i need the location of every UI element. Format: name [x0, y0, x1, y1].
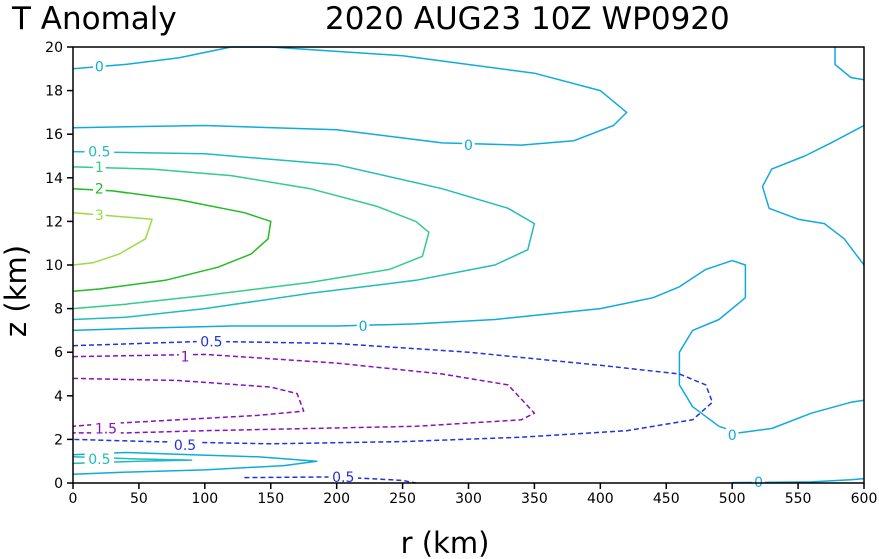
contour-label-6: 0	[356, 318, 370, 335]
y-axis-label: z (km)	[0, 245, 33, 337]
contour-line-8	[834, 47, 865, 81]
contour-label-12: 0.5	[328, 469, 359, 486]
contour-label-13: 0	[725, 427, 739, 444]
svg-text:0: 0	[728, 428, 737, 444]
y-tick-label: 20	[45, 40, 63, 56]
svg-text:0: 0	[95, 60, 104, 76]
chart-title-right: 2020 AUG23 10Z WP0920	[325, 1, 730, 37]
y-tick-label: 12	[45, 214, 63, 230]
x-tick-label: 150	[257, 491, 284, 507]
x-tick-label: 250	[389, 491, 416, 507]
contour-line-0	[72, 211, 153, 266]
svg-text:3: 3	[95, 208, 104, 224]
x-tick-label: 500	[719, 491, 746, 507]
contour-line-2	[72, 166, 430, 310]
contour-lines	[72, 46, 865, 484]
svg-text:0.5: 0.5	[332, 470, 354, 486]
svg-text:1.5: 1.5	[95, 422, 117, 438]
contour-label-7: 0.5	[196, 333, 227, 350]
y-tick-label: 6	[54, 345, 63, 361]
x-tick-label: 0	[69, 491, 78, 507]
svg-text:1: 1	[95, 160, 104, 176]
x-tick-label: 400	[587, 491, 614, 507]
svg-text:0.5: 0.5	[88, 145, 110, 161]
contour-line-1	[72, 187, 272, 292]
contour-line-10	[72, 456, 193, 465]
x-tick-label: 300	[455, 491, 482, 507]
x-tick-label: 600	[851, 491, 878, 507]
x-axis-label: r (km)	[401, 526, 490, 559]
y-tick-label: 16	[45, 127, 63, 143]
y-tick-label: 14	[45, 171, 63, 187]
contour-label-9: 1.5	[91, 420, 121, 438]
svg-text:1: 1	[181, 350, 190, 366]
svg-text:0.5: 0.5	[174, 438, 196, 454]
x-axis: 0 50 100 150 200 250 300 350 400 450 500 550 600	[69, 483, 878, 507]
contour-line-6	[72, 451, 318, 476]
x-tick-label: 550	[785, 491, 812, 507]
contour-line-11	[72, 340, 714, 445]
contour-line-13	[72, 353, 536, 434]
chart-title-left: T Anomaly	[11, 1, 177, 37]
contour-label-11: 0.5	[84, 451, 115, 468]
y-tick-label: 0	[54, 476, 63, 492]
contour-line-7	[761, 124, 865, 266]
contour-label-8: 1	[178, 348, 192, 366]
x-tick-label: 350	[521, 491, 548, 507]
contour-line-5	[72, 259, 865, 434]
contour-label-2: 0.5	[84, 143, 115, 161]
x-tick-label: 100	[191, 491, 218, 507]
contour-line-3	[72, 150, 536, 321]
svg-text:2: 2	[95, 182, 104, 198]
y-tick-label: 8	[54, 302, 63, 318]
y-tick-label: 4	[54, 389, 63, 405]
y-axis: 0 2 4 6 8 10 12 14 16 18 20	[45, 40, 73, 492]
svg-text:0: 0	[464, 138, 473, 154]
contour-line-14	[72, 377, 305, 428]
x-tick-label: 50	[130, 491, 148, 507]
contour-label-5: 3	[93, 206, 106, 224]
x-tick-label: 200	[323, 491, 350, 507]
contour-label-4: 2	[93, 180, 106, 198]
x-tick-label: 450	[653, 491, 680, 507]
y-tick-label: 18	[45, 84, 63, 100]
svg-text:0.5: 0.5	[88, 452, 110, 468]
contour-label-1: 0	[462, 137, 475, 154]
contour-line-4	[72, 46, 628, 146]
contour-line-9	[732, 477, 865, 484]
y-tick-label: 2	[54, 432, 63, 448]
contour-label-3: 1	[93, 158, 106, 176]
contour-label-0: 0	[93, 58, 106, 76]
contour-label-10: 0.5	[170, 436, 200, 454]
y-tick-label: 10	[45, 258, 63, 274]
svg-text:0.5: 0.5	[200, 334, 222, 350]
svg-text:0: 0	[359, 319, 368, 335]
